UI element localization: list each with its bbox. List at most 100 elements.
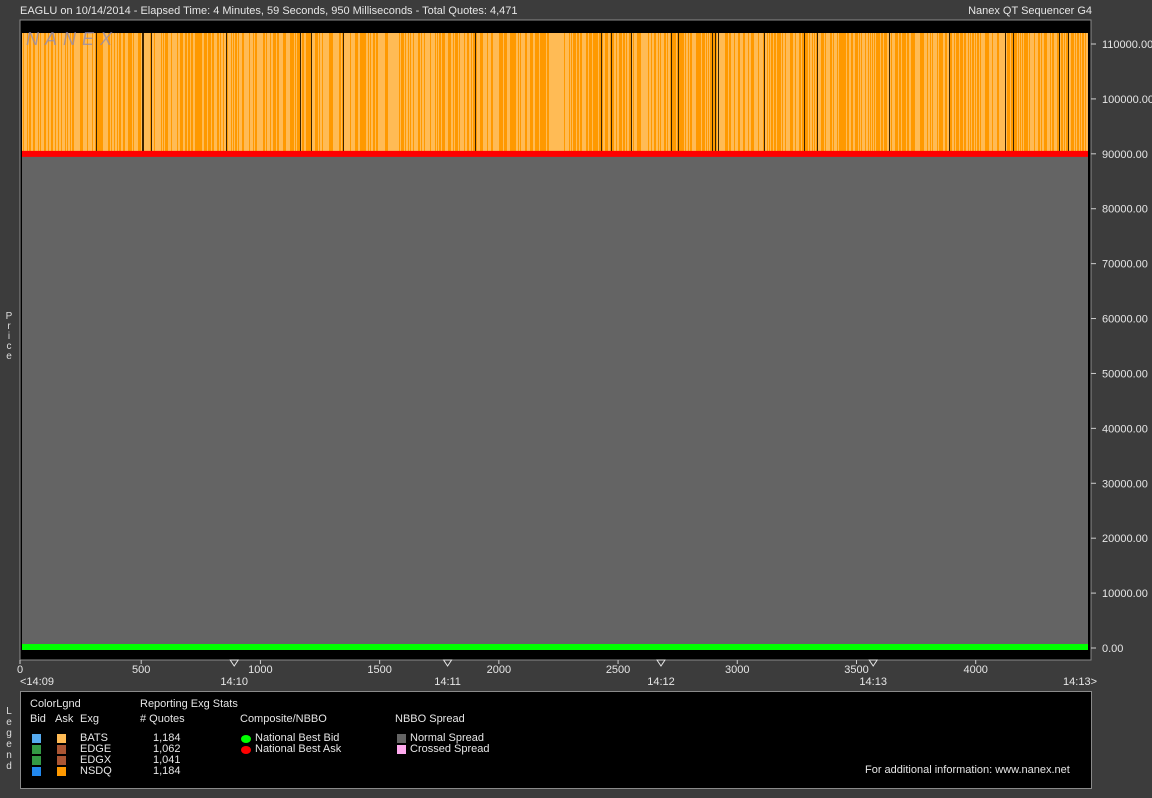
quote-stripe <box>724 33 725 154</box>
bid-swatch-edgx <box>32 756 41 765</box>
quote-stripe <box>689 33 690 154</box>
quote-stripe <box>1032 33 1033 154</box>
quote-stripe <box>924 33 925 154</box>
quote-stripe <box>214 33 215 154</box>
quote-stripe <box>609 33 610 154</box>
quote-gap <box>671 33 672 154</box>
quote-stripe <box>395 33 396 154</box>
quote-stripe <box>160 33 161 154</box>
quote-stripe <box>74 33 75 154</box>
quote-stripe <box>722 33 723 154</box>
quote-stripe <box>864 33 865 154</box>
quote-stripe <box>207 33 208 154</box>
quote-stripe <box>193 33 194 154</box>
quote-stripe <box>636 33 637 154</box>
quote-stripe <box>509 33 510 154</box>
quote-stripe <box>1035 33 1036 154</box>
quote-stripe <box>686 33 687 154</box>
quote-stripe <box>369 33 370 154</box>
quote-stripe <box>294 33 295 154</box>
quote-stripe <box>926 33 927 154</box>
quote-stripe <box>728 33 729 154</box>
quote-stripe <box>990 33 991 154</box>
quote-stripe <box>643 33 644 154</box>
quote-stripe <box>892 33 893 154</box>
quote-stripe <box>272 33 273 154</box>
quote-gap <box>1005 33 1006 154</box>
quote-stripe <box>766 33 767 154</box>
y-tick-label: 110000.00 <box>1102 39 1152 51</box>
quote-stripe <box>1054 33 1055 154</box>
quote-stripe <box>901 33 902 154</box>
quote-stripe <box>144 33 145 154</box>
quote-stripe <box>554 33 555 154</box>
quote-stripe <box>414 33 415 154</box>
quote-stripe <box>869 33 870 154</box>
exchange-name-bats: BATS <box>80 732 108 744</box>
quote-stripe <box>149 33 150 154</box>
quote-stripe <box>396 33 397 154</box>
quote-stripe <box>287 33 288 154</box>
quote-stripe <box>701 33 702 154</box>
quote-stripe <box>451 33 452 154</box>
quote-stripe <box>486 33 487 154</box>
quote-stripe <box>935 33 936 154</box>
quote-stripe <box>898 33 899 154</box>
quote-stripe <box>93 33 94 154</box>
quote-stripe <box>781 33 782 154</box>
quote-stripe <box>172 33 173 154</box>
quote-stripe <box>760 33 761 154</box>
info-link[interactable]: For additional information: www.nanex.ne… <box>865 764 1070 776</box>
y-tick-label: 50000.00 <box>1102 368 1148 380</box>
quote-stripe <box>592 33 593 154</box>
quote-gap <box>1068 33 1069 154</box>
quote-stripe <box>832 33 833 154</box>
quote-gap <box>715 33 716 154</box>
quote-gap <box>889 33 890 154</box>
quote-stripe <box>422 33 423 154</box>
quote-stripe <box>202 33 203 154</box>
time-label-start: <14:09 <box>20 676 54 688</box>
quote-stripe <box>588 33 589 154</box>
quote-stripe <box>875 33 876 154</box>
quote-stripe <box>801 33 802 154</box>
normal-spread-fill <box>22 153 1088 648</box>
quote-stripe <box>289 33 290 154</box>
time-marker <box>442 659 453 667</box>
quote-stripe <box>348 33 349 154</box>
quote-stripe <box>397 33 398 154</box>
quote-stripe <box>1074 33 1075 154</box>
quote-stripe <box>756 33 757 154</box>
quote-stripe <box>269 33 270 154</box>
quote-stripe <box>519 33 520 154</box>
y-tick-label: 80000.00 <box>1102 204 1148 216</box>
quote-stripe <box>808 33 809 154</box>
quote-stripe <box>325 33 326 154</box>
quote-stripe <box>916 33 917 154</box>
stats-title: Reporting Exg Stats <box>140 698 238 710</box>
quote-gap <box>475 33 476 154</box>
quote-stripe <box>1055 33 1056 154</box>
quote-stripe <box>657 33 658 154</box>
quote-stripe <box>533 33 534 154</box>
quote-gap <box>712 33 713 154</box>
quote-stripe <box>79 33 80 154</box>
quote-stripe <box>796 33 797 154</box>
quote-stripe <box>279 33 280 154</box>
quote-stripe <box>644 33 645 154</box>
quotes-header: # Quotes <box>140 713 185 725</box>
quote-stripe <box>866 33 867 154</box>
quote-stripe <box>338 33 339 154</box>
quote-stripe <box>516 33 517 154</box>
y-tick-label: 90000.00 <box>1102 149 1148 161</box>
quote-stripe <box>71 33 72 154</box>
quote-stripe <box>862 33 863 154</box>
quote-stripe <box>169 33 170 154</box>
quote-stripe <box>78 33 79 154</box>
quote-stripe <box>863 33 864 154</box>
quote-stripe <box>436 33 437 154</box>
quote-stripe <box>523 33 524 154</box>
quote-stripe <box>652 33 653 154</box>
quote-gap <box>142 33 143 154</box>
quote-stripe <box>1040 33 1041 154</box>
